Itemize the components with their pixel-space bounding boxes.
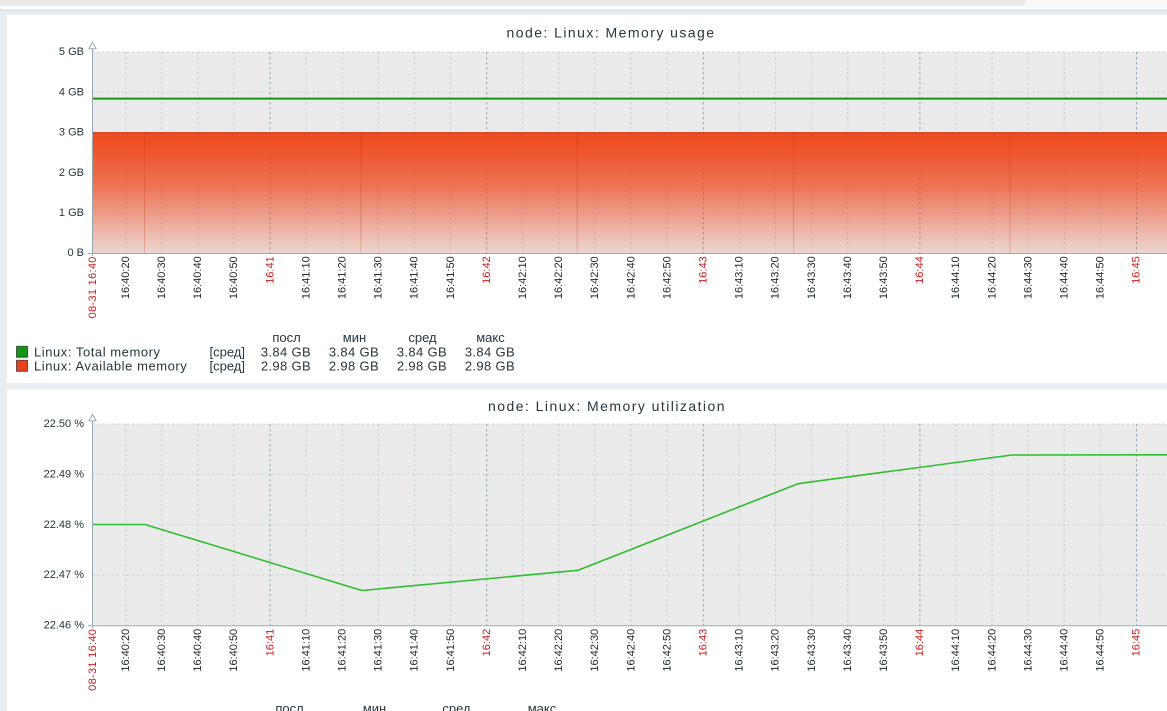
svg-text:node: Linux: Memory utilizatio: node: Linux: Memory utilization [488,398,726,414]
svg-text:5 GB: 5 GB [59,46,84,58]
svg-text:16:43:50: 16:43:50 [878,629,890,672]
svg-text:16:41:10: 16:41:10 [300,629,312,672]
svg-text:16:42: 16:42 [481,629,493,657]
svg-text:[сред]: [сред] [210,344,245,359]
svg-text:[сред]: [сред] [210,358,245,373]
svg-text:16:43: 16:43 [698,629,710,657]
svg-text:3.84 GB: 3.84 GB [329,344,379,359]
svg-text:16:44:50: 16:44:50 [1095,629,1107,672]
svg-text:16:44:10: 16:44:10 [950,256,962,299]
svg-text:16:43:30: 16:43:30 [806,256,818,299]
svg-text:16:44:20: 16:44:20 [986,629,998,672]
svg-text:16:40:50: 16:40:50 [228,256,240,299]
svg-text:4 GB: 4 GB [59,86,84,98]
svg-text:2.98 GB: 2.98 GB [397,358,447,373]
svg-text:мин: мин [343,330,366,345]
svg-text:16:43:40: 16:43:40 [842,629,854,672]
svg-text:16:40:40: 16:40:40 [192,629,204,672]
svg-text:2.98 GB: 2.98 GB [261,358,311,373]
svg-text:22.49 %: 22.49 % [44,469,85,481]
svg-text:16:44:30: 16:44:30 [1022,256,1034,299]
svg-text:16:42:20: 16:42:20 [553,256,565,299]
svg-text:3 GB: 3 GB [59,127,84,139]
svg-text:16:44: 16:44 [914,256,926,284]
svg-text:16:42:10: 16:42:10 [517,629,529,672]
svg-text:16:42:10: 16:42:10 [517,256,529,299]
svg-text:08-31 16:40: 08-31 16:40 [87,629,99,691]
svg-text:22.48 %: 22.48 % [44,519,85,531]
svg-text:посл: посл [272,330,300,345]
svg-text:16:43:20: 16:43:20 [770,629,782,672]
svg-text:08-31 16:40: 08-31 16:40 [87,256,99,318]
svg-text:16:43:50: 16:43:50 [878,256,890,299]
svg-text:16:40:30: 16:40:30 [156,629,168,672]
svg-text:16:44: 16:44 [914,629,926,657]
svg-text:16:43:20: 16:43:20 [770,256,782,299]
svg-text:16:41:30: 16:41:30 [373,629,385,672]
svg-text:3.84 GB: 3.84 GB [465,344,515,359]
svg-text:16:43: 16:43 [698,256,710,284]
svg-text:16:45: 16:45 [1131,256,1143,284]
svg-text:2.98 GB: 2.98 GB [465,358,515,373]
svg-text:16:41:20: 16:41:20 [337,256,349,299]
svg-text:16:40:30: 16:40:30 [156,256,168,299]
svg-text:16:41:40: 16:41:40 [409,256,421,299]
svg-text:16:42:40: 16:42:40 [625,629,637,672]
svg-text:16:41:50: 16:41:50 [445,629,457,672]
svg-text:2.98 GB: 2.98 GB [329,358,379,373]
svg-text:16:42:40: 16:42:40 [625,256,637,299]
svg-text:0 B: 0 B [67,247,84,259]
svg-text:22.47 %: 22.47 % [44,569,85,581]
svg-text:сред: сред [442,701,471,711]
svg-text:16:44:40: 16:44:40 [1059,256,1071,299]
svg-text:16:40:50: 16:40:50 [228,629,240,672]
svg-text:16:40:40: 16:40:40 [192,256,204,299]
svg-text:16:44:40: 16:44:40 [1059,629,1071,672]
svg-text:22.46 %: 22.46 % [44,620,85,632]
svg-text:2 GB: 2 GB [59,167,84,179]
svg-text:16:41:40: 16:41:40 [409,629,421,672]
svg-text:16:40:20: 16:40:20 [120,256,132,299]
svg-text:16:41:20: 16:41:20 [337,629,349,672]
svg-text:16:41: 16:41 [264,629,276,657]
svg-text:посл: посл [275,701,303,711]
svg-text:16:44:30: 16:44:30 [1022,629,1034,672]
svg-text:3.84 GB: 3.84 GB [261,344,311,359]
svg-text:16:42:50: 16:42:50 [661,256,673,299]
svg-text:node: Linux: Memory usage: node: Linux: Memory usage [506,25,715,41]
svg-text:Linux: Available memory: Linux: Available memory [34,358,187,373]
svg-text:16:43:30: 16:43:30 [806,629,818,672]
svg-text:16:43:10: 16:43:10 [734,629,746,672]
svg-text:сред: сред [408,330,437,345]
svg-text:16:41:50: 16:41:50 [445,256,457,299]
svg-text:16:44:50: 16:44:50 [1095,256,1107,299]
svg-text:16:41:30: 16:41:30 [373,256,385,299]
svg-text:3.84 GB: 3.84 GB [397,344,447,359]
svg-text:макс: макс [528,701,557,711]
svg-text:16:41: 16:41 [264,256,276,284]
svg-text:22.50 %: 22.50 % [44,418,85,430]
svg-text:16:40:20: 16:40:20 [120,629,132,672]
svg-text:16:41:10: 16:41:10 [300,256,312,299]
svg-text:16:43:10: 16:43:10 [734,256,746,299]
svg-text:макс: макс [476,330,505,345]
svg-text:16:45: 16:45 [1131,629,1143,657]
svg-text:16:44:10: 16:44:10 [950,629,962,672]
svg-text:16:42:30: 16:42:30 [589,629,601,672]
svg-text:16:43:40: 16:43:40 [842,256,854,299]
svg-text:16:44:20: 16:44:20 [986,256,998,299]
svg-text:16:42: 16:42 [481,256,493,284]
svg-text:16:42:50: 16:42:50 [661,629,673,672]
svg-text:16:42:20: 16:42:20 [553,629,565,672]
svg-text:Linux: Total memory: Linux: Total memory [34,344,161,359]
svg-text:16:42:30: 16:42:30 [589,256,601,299]
svg-text:мин: мин [363,701,386,711]
svg-text:1 GB: 1 GB [59,207,84,219]
